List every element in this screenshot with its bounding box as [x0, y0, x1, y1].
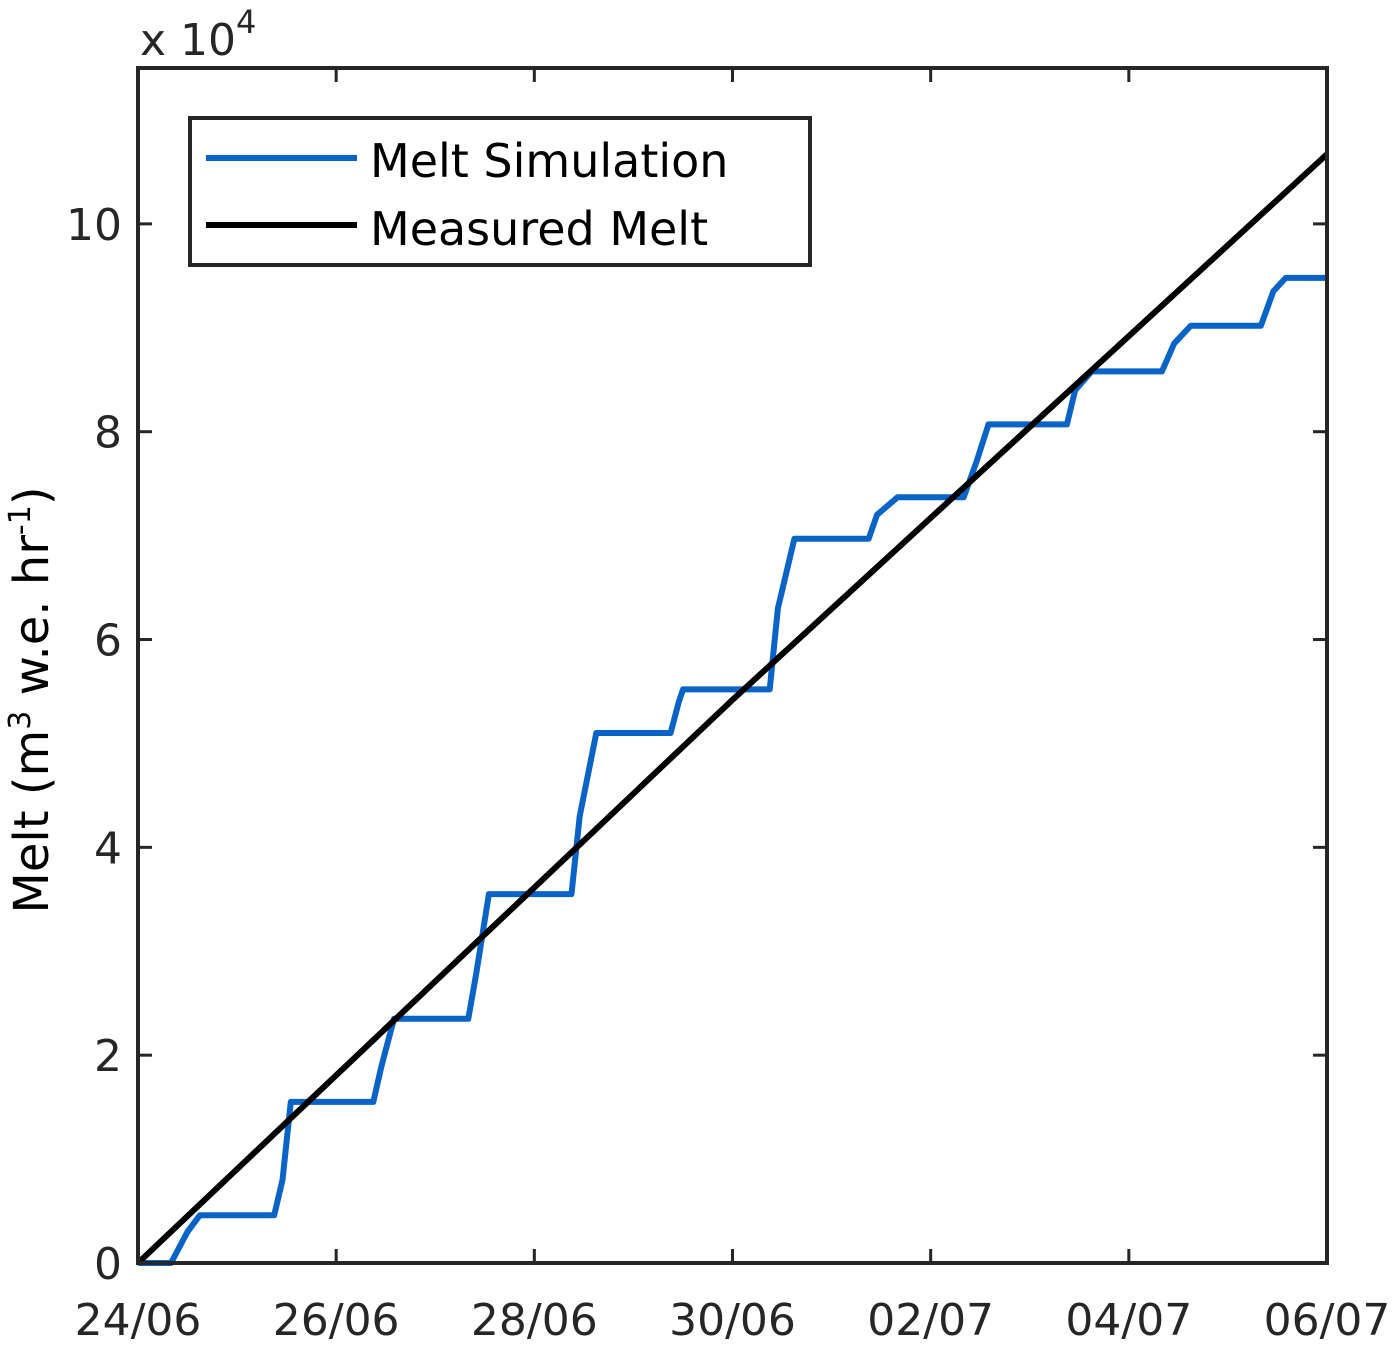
y-axis-label: Melt (m3 w.e. hr-1) — [3, 486, 60, 913]
x-tick-label: 06/07 — [1264, 1295, 1391, 1346]
y-tick-label: 8 — [94, 408, 122, 459]
x-tick-label: 02/07 — [867, 1295, 994, 1346]
x-tick-label: 28/06 — [471, 1295, 598, 1346]
plot-lines — [135, 151, 1330, 1266]
x-tick-label: 04/07 — [1065, 1295, 1192, 1346]
x-tick-label: 26/06 — [273, 1295, 400, 1346]
legend-label-measured: Measured Melt — [370, 202, 708, 256]
y-tick-label: 2 — [94, 1031, 122, 1082]
legend-box — [188, 116, 812, 267]
legend: Melt Simulation Measured Melt — [188, 116, 812, 267]
y-tick-label: 0 — [94, 1239, 122, 1290]
y-multiplier: x 104 — [140, 3, 256, 66]
series-line-measured-melt — [135, 151, 1330, 1266]
legend-label-simulation: Melt Simulation — [370, 134, 728, 188]
series-line-melt-simulation — [138, 274, 1327, 1266]
ticks: 24/06 26/06 28/06 30/06 02/07 04/07 06/07 0 2 4 6 8… — [66, 68, 1390, 1346]
y-tick-label: 4 — [94, 823, 122, 874]
x-tick-label: 24/06 — [75, 1295, 202, 1346]
y-tick-label: 6 — [94, 616, 122, 667]
x-tick-label: 30/06 — [669, 1295, 796, 1346]
y-tick-label: 10 — [66, 200, 122, 251]
